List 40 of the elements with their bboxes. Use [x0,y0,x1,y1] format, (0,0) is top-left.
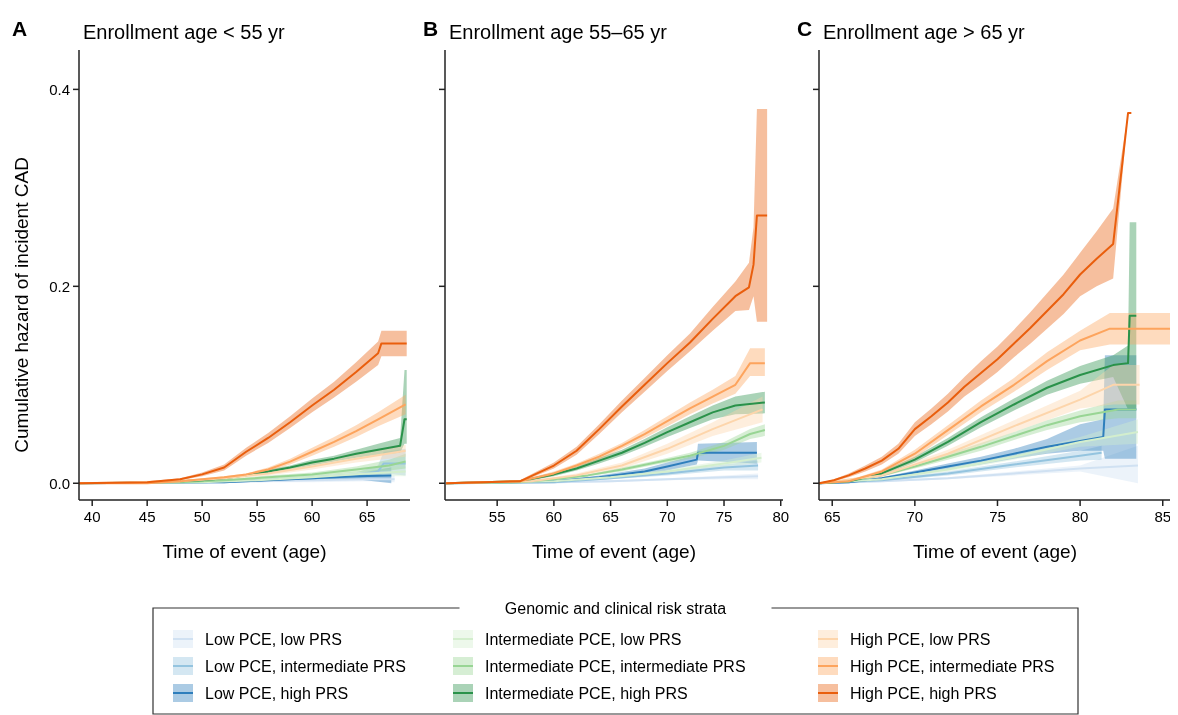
text: B [423,17,439,40]
legend-title: Genomic and clinical risk strata [504,599,727,617]
x-axis-title: Time of event (age) [531,541,697,562]
y-tick-label: 0.0 [49,474,70,492]
chart-title: Enrollment age < 55 yr [83,21,286,43]
legend-label: Low PCE, high PRS [205,684,349,702]
x-tick-label: 65 [602,508,619,525]
chart-title: Enrollment age > 65 yr [823,21,1026,43]
x-tick-label: 55 [248,508,266,525]
x-axis-title: Time of event (age) [912,541,1078,562]
legend-label: Low PCE, low PRS [205,630,342,648]
x-tick-label: 65 [823,508,841,525]
x-tick-label: 50 [193,508,211,525]
y-axis-title: Cumulative hazard of incident CAD [11,157,32,453]
x-tick-label: 70 [658,508,676,525]
y-tick-label: 0.2 [49,277,70,295]
legend-label: Intermediate PCE, high PRS [485,684,688,702]
x-tick-label: 55 [488,508,506,525]
legend-label: Intermediate PCE, low PRS [485,630,682,648]
x-tick-label: 85 [1154,508,1172,525]
x-tick-label: 60 [303,508,321,525]
legend-label: Low PCE, intermediate PRS [205,657,406,675]
legend-label: Intermediate PCE, intermediate PRS [485,657,746,675]
legend-label: High PCE, high PRS [850,684,997,702]
y-tick-label: 0.4 [49,80,70,98]
text: A [12,17,28,40]
x-tick-label: 80 [772,508,790,525]
x-tick-label: 45 [138,508,156,525]
x-axis-title: Time of event (age) [162,541,327,562]
x-tick-label: 60 [545,508,563,525]
legend-label: High PCE, low PRS [850,630,991,648]
x-tick-label: 75 [715,508,733,525]
x-tick-label: 80 [1071,508,1089,525]
text: C [797,17,813,40]
legend-label: High PCE, intermediate PRS [850,657,1055,675]
x-tick-label: 70 [906,508,924,525]
x-tick-label: 75 [989,508,1006,525]
chart-title: Enrollment age 55–65 yr [449,21,668,43]
x-tick-label: 40 [83,508,101,525]
x-tick-label: 65 [358,508,376,525]
